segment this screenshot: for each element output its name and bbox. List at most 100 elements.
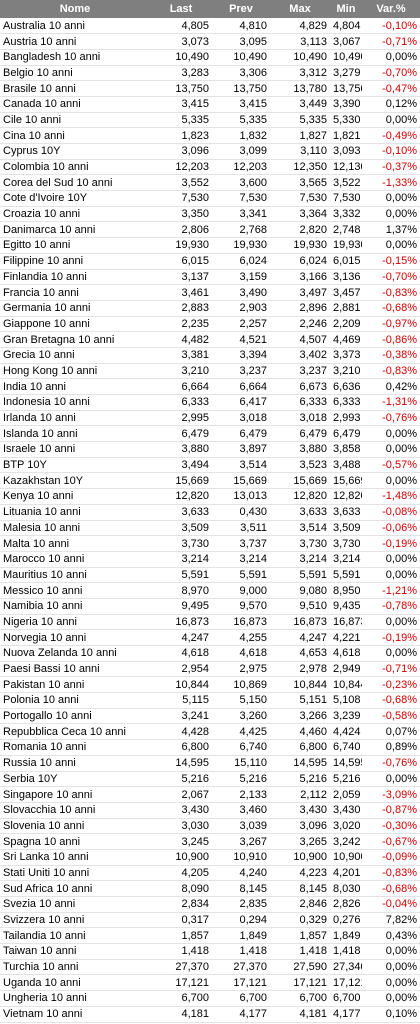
cell-value: 13,780 xyxy=(270,80,330,97)
cell-value: 6,636 xyxy=(330,378,362,395)
cell-value: 3,494 xyxy=(150,457,212,474)
table-row: Cote d'Ivoire 10Y 7,530 7,530 7,530 7,530 0,0… xyxy=(0,190,420,207)
table-row: Sri Lanka 10 anni 10,900 10,910 10,900 10,90… xyxy=(0,849,420,866)
cell-value: 5,115 xyxy=(150,692,212,709)
cell-value: -0,19% xyxy=(362,535,420,552)
cell-value: 3,096 xyxy=(270,818,330,835)
bond-name: Malesia 10 anni xyxy=(0,520,150,537)
bond-name: Portogallo 10 anni xyxy=(0,708,150,725)
table-row: Lituania 10 anni 3,633 0,430 3,633 3,633 -0,0… xyxy=(0,504,420,521)
cell-value: 3,214 xyxy=(270,551,330,568)
cell-value: 16,873 xyxy=(330,614,362,631)
cell-value: 4,181 xyxy=(270,1006,330,1023)
bond-name: Israele 10 anni xyxy=(0,441,150,458)
bond-name: Serbia 10Y xyxy=(0,771,150,788)
cell-value: 6,700 xyxy=(330,990,362,1007)
cell-value: 17,121 xyxy=(150,974,212,992)
cell-value: 0,00% xyxy=(362,959,420,976)
table-row: Cina 10 anni 1,823 1,832 1,827 1,821 -0,49% xyxy=(0,127,420,144)
cell-value: 2,949 xyxy=(330,661,362,678)
cell-value: 0,00% xyxy=(362,425,420,443)
cell-value: -0,71% xyxy=(362,661,420,678)
cell-value: 4,618 xyxy=(330,645,362,662)
cell-value: 3,390 xyxy=(330,96,362,113)
cell-value: 1,418 xyxy=(212,943,270,960)
cell-value: 12,203 xyxy=(150,159,212,176)
cell-value: 2,059 xyxy=(330,786,362,803)
cell-value: 3,490 xyxy=(212,284,270,301)
bond-name: Grecia 10 anni xyxy=(0,347,150,364)
cell-value: 17,121 xyxy=(330,974,362,992)
cell-value: 3,350 xyxy=(150,206,212,223)
cell-value: 5,150 xyxy=(212,692,270,709)
table-row: Namibia 10 anni 9,495 9,570 9,510 9,435 -0,78… xyxy=(0,598,420,615)
bond-name: BTP 10Y xyxy=(0,457,150,474)
bond-name: Filippine 10 anni xyxy=(0,253,150,270)
cell-value: -0,49% xyxy=(362,127,420,144)
cell-value: -0,87% xyxy=(362,802,420,819)
bond-name: Croazia 10 anni xyxy=(0,206,150,223)
cell-value: -0,67% xyxy=(362,833,420,850)
cell-value: 3,210 xyxy=(330,363,362,380)
cell-value: 6,673 xyxy=(270,378,330,395)
cell-value: 6,024 xyxy=(270,253,330,270)
cell-value: 0,00% xyxy=(362,974,420,992)
bond-name: Austria 10 anni xyxy=(0,33,150,50)
bond-name: Nuova Zelanda 10 anni xyxy=(0,645,150,662)
cell-value: 6,800 xyxy=(270,739,330,756)
bond-name: Taiwan 10 anni xyxy=(0,943,150,960)
cell-value: -0,10% xyxy=(362,18,420,35)
cell-value: 4,829 xyxy=(270,18,330,35)
cell-value: 3,600 xyxy=(212,174,270,192)
cell-value: 6,333 xyxy=(270,394,330,411)
cell-value: 4,177 xyxy=(212,1006,270,1023)
cell-value: 7,530 xyxy=(212,190,270,207)
cell-value: 3,266 xyxy=(270,708,330,725)
table-row: Kenya 10 anni12,82013,01312,82012,820-1,… xyxy=(0,488,420,505)
cell-value: 2,995 xyxy=(150,410,212,427)
cell-value: 0,00% xyxy=(362,614,420,631)
cell-value: 1,821 xyxy=(330,127,362,144)
cell-value: 2,846 xyxy=(270,896,330,913)
table-row: Austria 10 anni 3,073 3,095 3,113 3,067 -0,71… xyxy=(0,33,420,50)
cell-value: 0,00% xyxy=(362,551,420,568)
cell-value: -0,70% xyxy=(362,65,420,82)
header-row: Nome Last Prev Max Min Var.% xyxy=(0,0,420,18)
cell-value: 10,490 xyxy=(212,49,270,66)
cell-value: 6,664 xyxy=(150,378,212,395)
cell-value: 3,018 xyxy=(212,410,270,427)
cell-value: -0,47% xyxy=(362,80,420,97)
table-row: Colombia 10 anni12,20312,20312,35012,130… xyxy=(0,159,420,176)
bond-name: Canada 10 anni xyxy=(0,96,150,113)
cell-value: 7,530 xyxy=(270,190,330,207)
cell-value: 6,479 xyxy=(150,425,212,443)
cell-value: 3,457 xyxy=(330,284,362,301)
cell-value: 3,402 xyxy=(270,347,330,364)
bond-name: Stati Uniti 10 anni xyxy=(0,865,150,882)
cell-value: 8,090 xyxy=(150,880,212,897)
bond-name: India 10 anni xyxy=(0,378,150,395)
cell-value: -0,38% xyxy=(362,347,420,364)
cell-value: 27,340 xyxy=(330,959,362,976)
table-row: Nigeria 10 anni16,87316,87316,87316,8730… xyxy=(0,614,420,631)
cell-value: 3,633 xyxy=(270,504,330,521)
cell-value: 1,849 xyxy=(212,927,270,945)
table-row: Francia 10 anni 3,461 3,490 3,497 3,457 -0,83… xyxy=(0,284,420,301)
cell-value: 4,460 xyxy=(270,723,330,741)
cell-value: 3,430 xyxy=(270,802,330,819)
cell-value: 3,113 xyxy=(270,33,330,50)
cell-value: 2,133 xyxy=(212,786,270,803)
table-row: Serbia 10Y 5,216 5,216 5,216 5,216 0,00% xyxy=(0,771,420,788)
table-row: Messico 10 anni 8,970 9,000 9,080 8,950 -1,21… xyxy=(0,582,420,599)
cell-value: 1,418 xyxy=(270,943,330,960)
cell-value: 4,810 xyxy=(212,18,270,35)
cell-value: 3,730 xyxy=(270,535,330,552)
cell-value: 4,618 xyxy=(212,645,270,662)
cell-value: 2,748 xyxy=(330,221,362,239)
cell-value: -0,30% xyxy=(362,818,420,835)
cell-value: 0,00% xyxy=(362,567,420,584)
cell-value: 3,633 xyxy=(150,504,212,521)
cell-value: 0,00% xyxy=(362,645,420,662)
cell-value: 14,595 xyxy=(270,755,330,772)
table-row: Canada 10 anni 3,415 3,415 3,449 3,390 0,12% xyxy=(0,96,420,113)
